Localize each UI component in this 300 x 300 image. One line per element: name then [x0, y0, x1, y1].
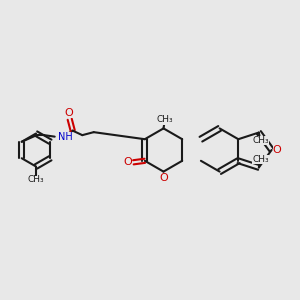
Text: O: O [159, 173, 168, 183]
Text: CH₃: CH₃ [252, 155, 269, 164]
Text: CH₃: CH₃ [157, 116, 173, 124]
Text: O: O [65, 108, 74, 118]
Text: NH: NH [58, 132, 73, 142]
Text: O: O [124, 157, 132, 167]
Text: CH₃: CH₃ [28, 176, 44, 184]
Text: O: O [273, 145, 281, 155]
Text: CH₃: CH₃ [252, 136, 269, 145]
